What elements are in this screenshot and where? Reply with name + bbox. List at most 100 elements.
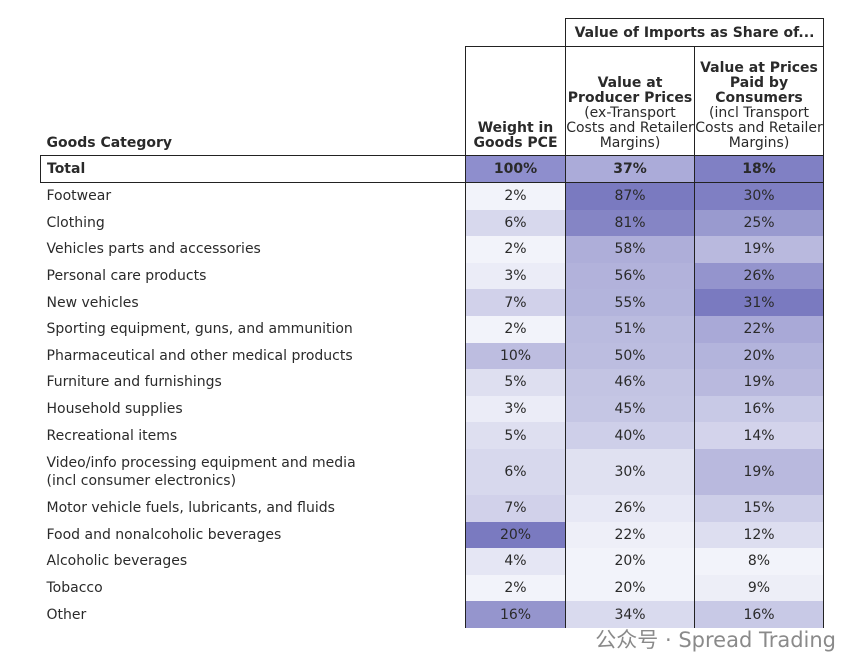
value-cell: 51% bbox=[565, 315, 695, 343]
imports-table: Value of Imports as Share of... Goods Cat… bbox=[40, 18, 824, 628]
data-row: Video/info processing equipment and medi… bbox=[41, 448, 824, 495]
value-cell: 16% bbox=[694, 601, 824, 628]
value-cell: 22% bbox=[694, 315, 824, 343]
value-cell: 16% bbox=[694, 395, 824, 423]
value-cell: 12% bbox=[694, 521, 824, 549]
value-cell: 10% bbox=[465, 342, 566, 370]
category-label: Tobacco bbox=[46, 580, 103, 597]
category-label: Alcoholic beverages bbox=[46, 553, 188, 570]
value-cell: 30% bbox=[565, 448, 695, 495]
value-cell: 50% bbox=[565, 342, 695, 370]
data-row: Sporting equipment, guns, and ammunition… bbox=[41, 315, 824, 343]
data-row: Furniture and furnishings 5% 46% 19% bbox=[41, 369, 824, 396]
value-cell: 3% bbox=[465, 262, 566, 290]
category-cell: Alcoholic beverages bbox=[41, 548, 466, 575]
data-row: Recreational items 5% 40% 14% bbox=[41, 422, 824, 449]
category-label: Furniture and furnishings bbox=[46, 374, 222, 391]
value-cell: 8% bbox=[694, 548, 824, 575]
value-cell: 45% bbox=[565, 395, 695, 423]
total-cell: 37% bbox=[565, 155, 695, 183]
category-cell: Personal care products bbox=[41, 263, 466, 290]
total-cell: 100% bbox=[465, 155, 566, 183]
data-row: Alcoholic beverages 4% 20% 8% bbox=[41, 548, 824, 575]
value-cell: 31% bbox=[694, 289, 824, 316]
blank bbox=[466, 19, 566, 47]
value-cell: 3% bbox=[465, 395, 566, 423]
category-label: Personal care products bbox=[46, 268, 207, 285]
category-cell: Furniture and furnishings bbox=[41, 369, 466, 396]
value-cell: 34% bbox=[565, 601, 695, 628]
value-cell: 16% bbox=[465, 601, 566, 628]
category-label: Pharmaceutical and other medical product… bbox=[46, 347, 353, 364]
column-title: Weight in Goods PCE bbox=[473, 120, 558, 151]
group-header-row: Value of Imports as Share of... bbox=[41, 18, 824, 47]
category-cell: Video/info processing equipment and medi… bbox=[41, 449, 466, 495]
category-cell: Other bbox=[41, 601, 466, 628]
value-cell: 2% bbox=[465, 574, 566, 602]
total-cell: Total bbox=[40, 155, 466, 183]
column-header-row: Goods Category Weight in Goods PCE Value a… bbox=[41, 46, 824, 156]
category-cell: Pharmaceutical and other medical product… bbox=[41, 343, 466, 370]
value-cell: 30% bbox=[694, 182, 824, 210]
value-cell: 87% bbox=[565, 182, 695, 210]
column-title: Value at Producer Prices bbox=[567, 75, 693, 106]
category-label: Recreational items bbox=[46, 427, 178, 444]
category-cell: Sporting equipment, guns, and ammunition bbox=[41, 316, 466, 343]
data-row: Footwear 2% 87% 30% bbox=[41, 182, 824, 210]
data-row: Food and nonalcoholic beverages 20% 22% 12% bbox=[41, 521, 824, 549]
category-label: Sporting equipment, guns, and ammunition bbox=[46, 321, 353, 338]
category-label: New vehicles bbox=[46, 294, 139, 311]
category-label: Food and nonalcoholic beverages bbox=[46, 526, 282, 543]
category-cell: Household supplies bbox=[41, 396, 466, 423]
data-row: Personal care products 3% 56% 26% bbox=[41, 262, 824, 290]
watermark: 公众号 · Spread Trading bbox=[595, 628, 836, 652]
category-cell: Motor vehicle fuels, lubricants, and flu… bbox=[41, 495, 466, 522]
value-cell: 58% bbox=[565, 236, 695, 263]
category-cell: Clothing bbox=[41, 210, 466, 237]
data-row: Tobacco 2% 20% 9% bbox=[41, 574, 824, 602]
column-title: Goods Category bbox=[46, 135, 173, 151]
data-row: Pharmaceutical and other medical product… bbox=[41, 342, 824, 370]
value-cell: 55% bbox=[565, 289, 695, 316]
value-cell: 26% bbox=[565, 494, 695, 522]
category-label: Other bbox=[46, 606, 87, 623]
value-cell: 4% bbox=[465, 548, 566, 575]
value-cell: 20% bbox=[465, 521, 566, 549]
value-cell: 19% bbox=[694, 448, 824, 495]
total-cell: 18% bbox=[694, 155, 824, 183]
category-cell: New vehicles bbox=[41, 289, 466, 316]
value-cell: 26% bbox=[694, 262, 824, 290]
value-cell: 7% bbox=[465, 289, 566, 316]
column-title: Value at Prices Paid by Consumers bbox=[700, 60, 818, 106]
category-label: Household supplies bbox=[46, 401, 183, 418]
category-label: Vehicles parts and accessories bbox=[46, 241, 261, 258]
value-cell: 7% bbox=[465, 494, 566, 522]
value-cell: 2% bbox=[465, 236, 566, 263]
data-row: Other 16% 34% 16% bbox=[41, 601, 824, 628]
category-label: Motor vehicle fuels, lubricants, and flu… bbox=[46, 500, 335, 517]
value-cell: 46% bbox=[565, 369, 695, 396]
category-cell: Vehicles parts and accessories bbox=[41, 236, 466, 263]
blank bbox=[41, 19, 466, 47]
column-note: (ex-Transport Costs and Retailer Margins… bbox=[566, 105, 694, 151]
category-cell: Food and nonalcoholic beverages bbox=[41, 522, 466, 549]
value-cell: 6% bbox=[465, 448, 566, 495]
value-cell: 9% bbox=[694, 574, 824, 602]
data-row: New vehicles 7% 55% 31% bbox=[41, 289, 824, 316]
value-cell: 20% bbox=[565, 548, 695, 575]
data-row: Clothing 6% 81% 25% bbox=[41, 209, 824, 237]
value-cell: 2% bbox=[465, 182, 566, 210]
value-cell: 22% bbox=[565, 521, 695, 549]
category-label: Clothing bbox=[46, 214, 105, 231]
value-cell: 81% bbox=[565, 209, 695, 237]
value-cell: 5% bbox=[465, 369, 566, 396]
total-row: Total 100% 37% 18% bbox=[40, 155, 824, 183]
value-cell: 20% bbox=[565, 574, 695, 602]
category-label: Video/info processing equipment and medi… bbox=[46, 454, 356, 489]
column-header: Goods Category bbox=[41, 47, 466, 156]
value-cell: 19% bbox=[694, 369, 824, 396]
column-header: Weight in Goods PCE bbox=[465, 46, 566, 156]
value-cell: 25% bbox=[694, 209, 824, 237]
category-cell: Footwear bbox=[41, 183, 466, 210]
